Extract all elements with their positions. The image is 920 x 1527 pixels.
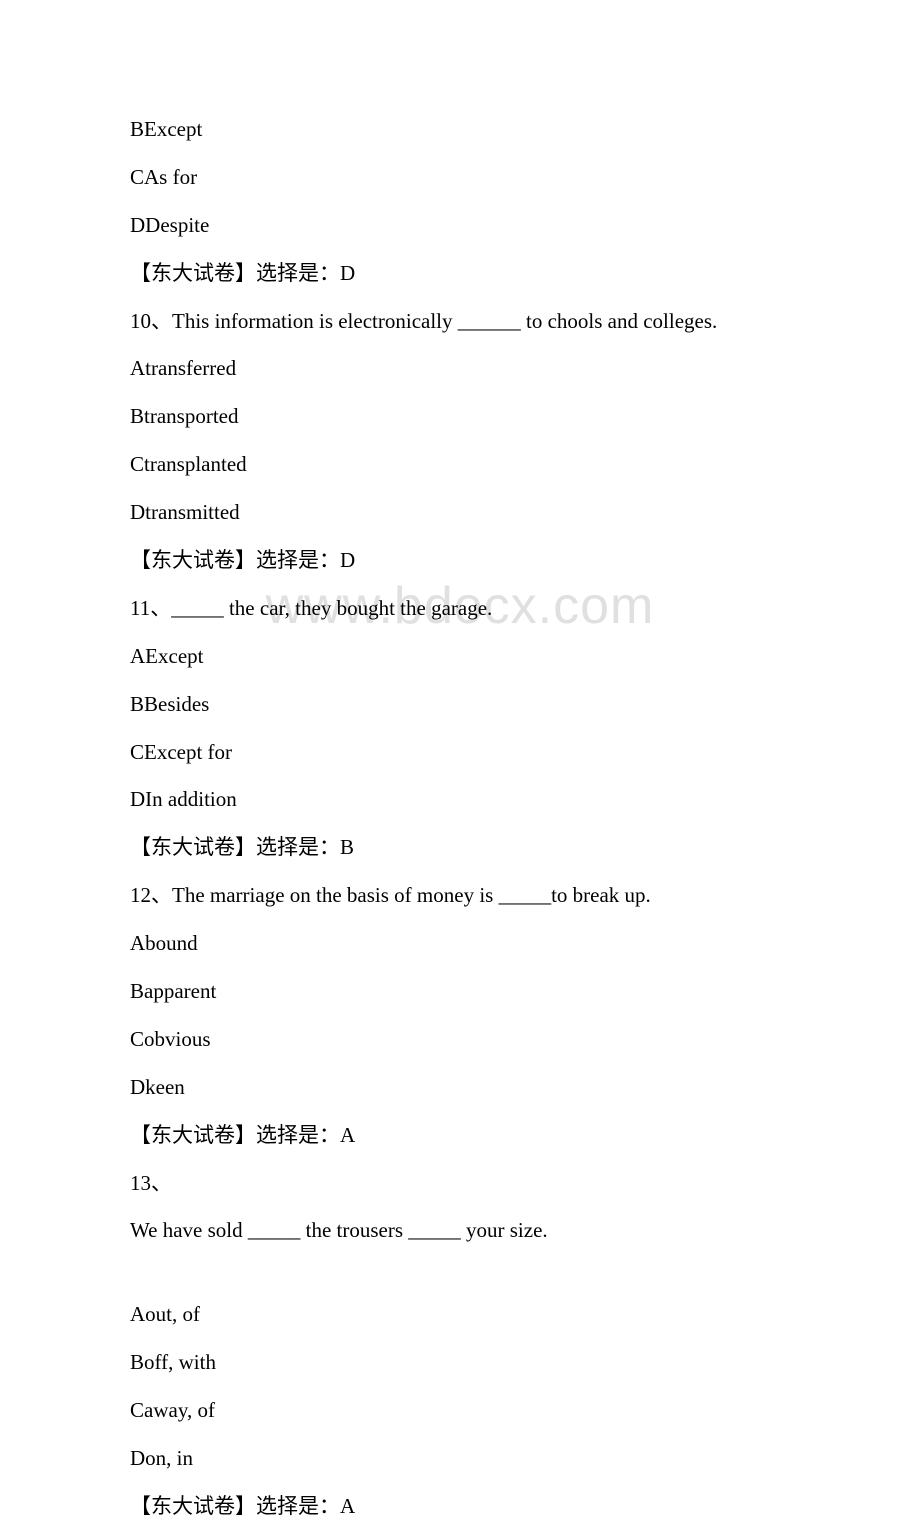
- option-line: Aout, of: [130, 1295, 790, 1335]
- answer-line: 【东大试卷】选择是：A: [130, 1487, 790, 1527]
- option-line: Don, in: [130, 1439, 790, 1479]
- question-line: 13、: [130, 1164, 790, 1204]
- option-line: Ctransplanted: [130, 445, 790, 485]
- option-line: CExcept for: [130, 733, 790, 773]
- answer-line: 【东大试卷】选择是：D: [130, 254, 790, 294]
- option-line: Cobvious: [130, 1020, 790, 1060]
- question-line: 11、_____ the car, they bought the garage…: [130, 589, 790, 629]
- option-line: Atransferred: [130, 349, 790, 389]
- option-line: DIn addition: [130, 780, 790, 820]
- option-line: Boff, with: [130, 1343, 790, 1383]
- option-line: Bapparent: [130, 972, 790, 1012]
- option-line: Abound: [130, 924, 790, 964]
- option-line: BBesides: [130, 685, 790, 725]
- answer-line: 【东大试卷】选择是：D: [130, 541, 790, 581]
- question-line: We have sold _____ the trousers _____ yo…: [130, 1211, 790, 1251]
- option-line: Caway, of: [130, 1391, 790, 1431]
- option-line: Btransported: [130, 397, 790, 437]
- answer-line: 【东大试卷】选择是：A: [130, 1116, 790, 1156]
- text-line: DDespite: [130, 206, 790, 246]
- option-line: Dtransmitted: [130, 493, 790, 533]
- option-line: Dkeen: [130, 1068, 790, 1108]
- answer-line: 【东大试卷】选择是：B: [130, 828, 790, 868]
- document-content: BExcept CAs for DDespite 【东大试卷】选择是：D 10、…: [130, 110, 790, 1527]
- text-line: BExcept: [130, 110, 790, 150]
- question-line: 10、This information is electronically __…: [130, 302, 790, 342]
- question-line: 12、The marriage on the basis of money is…: [130, 876, 790, 916]
- option-line: AExcept: [130, 637, 790, 677]
- text-line: CAs for: [130, 158, 790, 198]
- blank-line: [130, 1259, 790, 1295]
